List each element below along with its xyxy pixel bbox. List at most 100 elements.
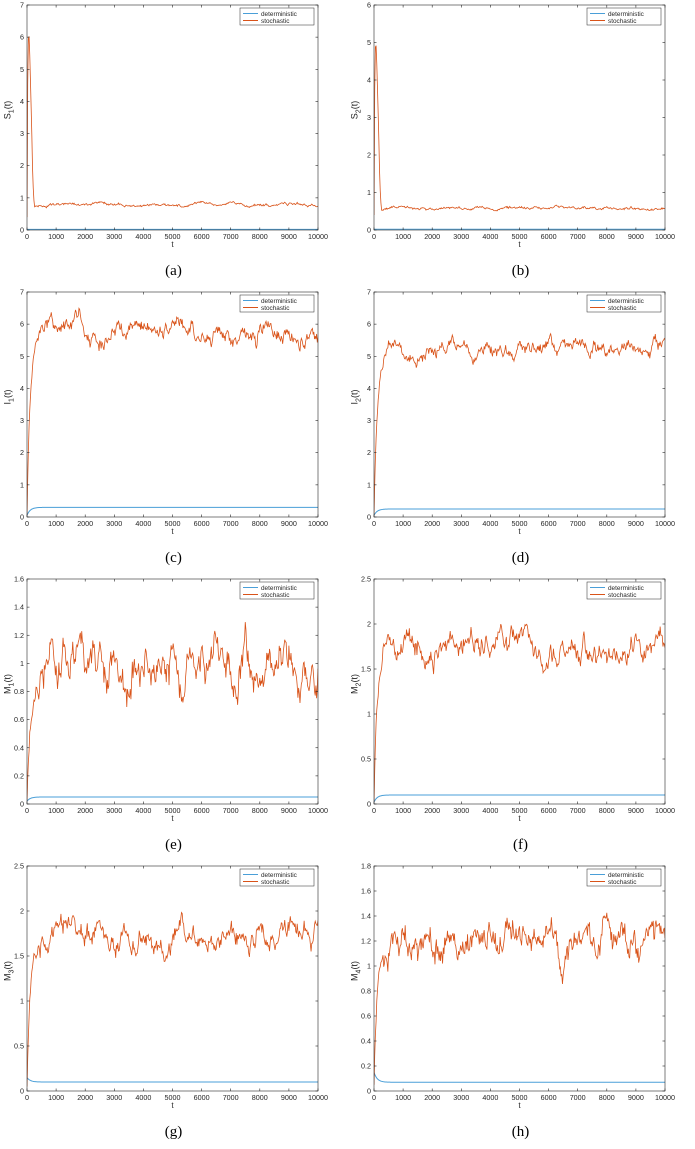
series-line-stochastic xyxy=(27,307,318,516)
y-tick-label: 1.8 xyxy=(361,862,371,871)
chart-panel-c: 0 1000 2000 3000 4000 5000 6000 7000 8000 9000 100… xyxy=(0,287,347,574)
x-tick-label: 4000 xyxy=(135,1093,151,1102)
x-axis-label: t xyxy=(171,527,174,536)
x-tick-label: 9000 xyxy=(628,519,644,528)
x-tick-label: 0 xyxy=(25,806,29,815)
x-tick-label: 9000 xyxy=(281,232,297,241)
legend-entry-deterministic: deterministic xyxy=(261,298,298,305)
y-tick-label: 2 xyxy=(20,907,24,916)
axes-box xyxy=(26,578,319,805)
chart-svg-f: 0 1000 2000 3000 4000 5000 6000 7000 8000 9000 100… xyxy=(361,575,675,824)
y-tick-label: 1.2 xyxy=(361,937,371,946)
series-line-stochastic xyxy=(27,911,318,1087)
y-tick-label: 1.4 xyxy=(361,912,371,921)
y-tick-label: 0.2 xyxy=(361,1062,371,1071)
x-tick-label: 6000 xyxy=(194,806,210,815)
y-tick-label: 0.8 xyxy=(14,687,24,696)
y-tick-label: 4 xyxy=(20,384,24,393)
x-tick-label: 4000 xyxy=(482,232,498,241)
axes-box xyxy=(373,578,666,805)
x-tick-label: 0 xyxy=(25,519,29,528)
x-tick-label: 0 xyxy=(372,806,376,815)
x-tick-label: 9000 xyxy=(281,1093,297,1102)
y-tick-label: 1 xyxy=(20,997,24,1006)
y-tick-label: 2 xyxy=(367,151,371,160)
x-tick-label: 3000 xyxy=(453,806,469,815)
series-line-deterministic xyxy=(374,794,665,803)
chart-panel-g: 0 1000 2000 3000 4000 5000 6000 7000 8000 9000 100… xyxy=(0,861,347,1148)
chart-svg-a: 0 1000 2000 3000 4000 5000 6000 7000 8000 9000 100… xyxy=(20,1,328,250)
chart-svg-b: 0 1000 2000 3000 4000 5000 6000 7000 8000 9000 100… xyxy=(367,1,675,250)
x-tick-label: 3000 xyxy=(106,519,122,528)
x-tick-label: 2000 xyxy=(424,1093,440,1102)
x-tick-label: 1000 xyxy=(395,1093,411,1102)
x-tick-label: 2000 xyxy=(424,519,440,528)
y-label-tail: (t) xyxy=(2,673,13,683)
y-tick-label: 2 xyxy=(20,448,24,457)
series-line-deterministic xyxy=(374,508,665,516)
x-tick-label: 8000 xyxy=(252,806,268,815)
y-tick-label: 6 xyxy=(367,1,371,10)
y-tick-label: 2 xyxy=(367,448,371,457)
x-tick-label: 10000 xyxy=(655,806,675,815)
x-tick-label: 5000 xyxy=(512,232,528,241)
x-tick-label: 8000 xyxy=(599,1093,615,1102)
axes-box xyxy=(26,4,319,231)
x-tick-label: 10000 xyxy=(308,1093,328,1102)
y-tick-label: 1 xyxy=(367,710,371,719)
x-tick-label: 1000 xyxy=(48,232,64,241)
x-tick-label: 1000 xyxy=(48,806,64,815)
x-tick-label: 1000 xyxy=(395,519,411,528)
y-label-main: M xyxy=(349,972,360,981)
legend-entry-deterministic: deterministic xyxy=(261,585,298,592)
panel-caption: (g) xyxy=(164,1124,183,1140)
series-line-stochastic xyxy=(374,623,665,803)
chart-panel-d: 0 1000 2000 3000 4000 5000 6000 7000 8000 9000 100… xyxy=(347,287,694,574)
series-line-stochastic xyxy=(27,36,318,218)
axes-box xyxy=(373,291,666,518)
x-tick-label: 2000 xyxy=(77,806,93,815)
legend-entry-deterministic: deterministic xyxy=(608,585,645,592)
x-tick-label: 10000 xyxy=(655,232,675,241)
series-line-deterministic xyxy=(374,1072,665,1083)
y-tick-label: 5 xyxy=(20,352,24,361)
y-tick-label: 2 xyxy=(367,620,371,629)
y-label-tail: (t) xyxy=(2,389,13,398)
series-line-deterministic xyxy=(27,1077,318,1083)
legend-entry-stochastic: stochastic xyxy=(608,18,637,25)
y-tick-label: 7 xyxy=(20,288,24,297)
y-label-tail: (t) xyxy=(2,960,13,970)
chart-svg-g: 0 1000 2000 3000 4000 5000 6000 7000 8000 9000 100… xyxy=(14,862,328,1111)
chart-svg-d: 0 1000 2000 3000 4000 5000 6000 7000 8000 9000 100… xyxy=(367,288,675,537)
x-tick-label: 6000 xyxy=(541,806,557,815)
y-tick-label: 1.6 xyxy=(14,575,24,584)
y-tick-label: 0.6 xyxy=(14,715,24,724)
y-label-tail: (t) xyxy=(349,100,360,109)
panel-caption: (b) xyxy=(511,263,530,279)
axes-box xyxy=(26,865,319,1092)
axes-box xyxy=(373,865,666,1092)
panel-caption: (e) xyxy=(165,837,182,853)
x-tick-label: 8000 xyxy=(252,232,268,241)
x-tick-label: 3000 xyxy=(106,232,122,241)
y-tick-label: 0 xyxy=(367,226,371,235)
x-tick-label: 2000 xyxy=(424,806,440,815)
legend-entry-stochastic: stochastic xyxy=(261,18,290,25)
x-tick-label: 0 xyxy=(25,232,29,241)
x-tick-label: 10000 xyxy=(308,519,328,528)
y-label-tail: (t) xyxy=(349,960,360,970)
x-tick-label: 4000 xyxy=(482,1093,498,1102)
y-label-main: M xyxy=(2,685,13,694)
y-tick-label: 5 xyxy=(367,38,371,47)
y-label-subscript: 2 xyxy=(355,108,363,113)
legend-entry-stochastic: stochastic xyxy=(261,879,290,886)
series-line-stochastic xyxy=(374,332,665,516)
legend-entry-stochastic: stochastic xyxy=(608,305,637,312)
panel-caption: (f) xyxy=(513,837,528,853)
x-tick-label: 5000 xyxy=(512,1093,528,1102)
x-tick-label: 5000 xyxy=(165,232,181,241)
